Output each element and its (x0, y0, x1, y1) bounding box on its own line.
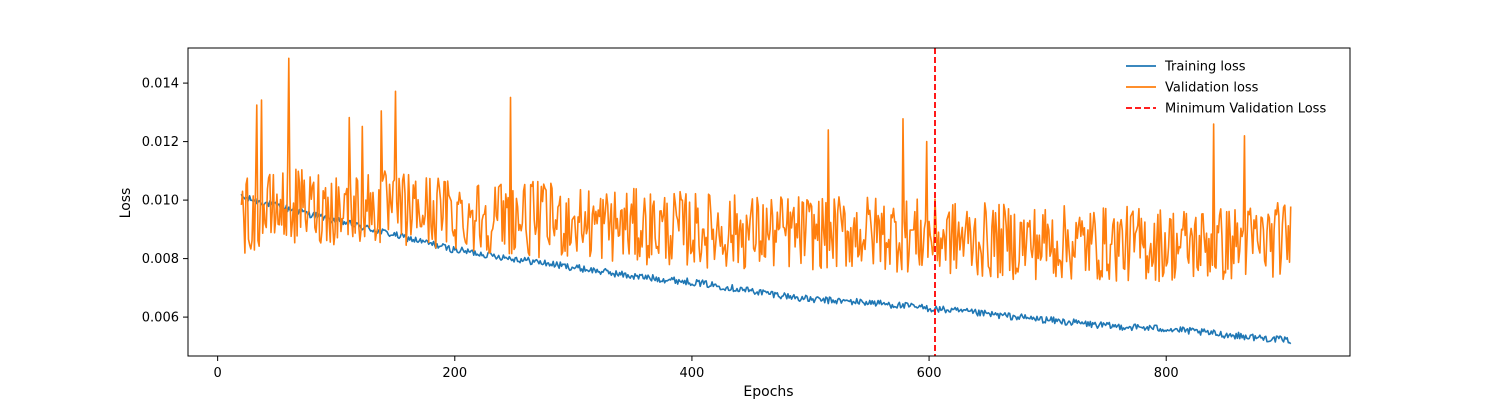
x-tick-label: 600 (917, 366, 942, 381)
y-axis-ticks: 0.006 0.008 0.010 0.012 0.014 (142, 77, 188, 326)
legend-label-validation-loss: Validation loss (1165, 81, 1259, 96)
plot-area (187, 47, 1351, 357)
legend: Training loss Validation loss Minimum Vali… (1126, 60, 1326, 117)
x-tick-label: 0 (214, 366, 222, 381)
y-tick-label: 0.006 (142, 311, 179, 326)
y-tick-label: 0.010 (142, 194, 179, 209)
axes-frame (187, 47, 1351, 357)
x-tick-label: 200 (442, 366, 467, 381)
y-axis-label: Loss (118, 188, 134, 219)
x-tick-label: 800 (1154, 366, 1179, 381)
y-tick-label: 0.014 (142, 77, 179, 92)
y-tick-label: 0.008 (142, 252, 179, 267)
legend-label-minimum-validation-loss: Minimum Validation Loss (1165, 102, 1326, 117)
training-loss-line (240, 193, 1292, 345)
x-axis-label: Epochs (743, 384, 793, 400)
x-tick-label: 400 (680, 366, 705, 381)
y-tick-label: 0.012 (142, 135, 179, 150)
x-axis-ticks: 0 200 400 600 800 (214, 356, 1179, 381)
validation-loss-line (240, 57, 1292, 283)
legend-label-training-loss: Training loss (1164, 60, 1246, 75)
